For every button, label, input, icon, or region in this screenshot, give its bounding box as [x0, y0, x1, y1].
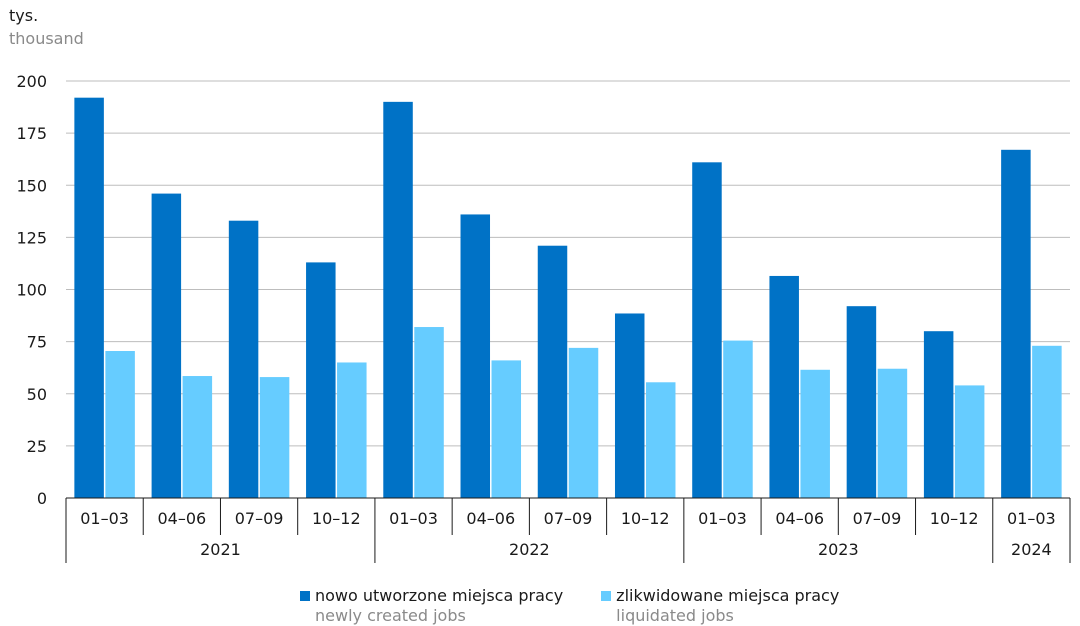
- gridlines: [66, 80, 1070, 447]
- y-tick-label-200: 200: [16, 72, 47, 91]
- bar-newly-created-3: [306, 262, 336, 498]
- bar-liquidated-10: [877, 368, 908, 498]
- y-tick-label-150: 150: [16, 176, 47, 195]
- legend: nowo utworzone miejsca pracy newly creat…: [300, 586, 839, 626]
- y-axis-ticks: 0 25 50 75 100 125 150 175 200: [16, 72, 47, 508]
- bars: [74, 97, 1062, 499]
- bar-liquidated-5: [491, 360, 522, 498]
- x-group-label-2023: 2023: [818, 540, 859, 559]
- y-tick-label-50: 50: [27, 385, 47, 404]
- bar-newly-created-1: [151, 193, 182, 498]
- x-group-label-2022: 2022: [509, 540, 550, 559]
- bar-newly-created-11: [923, 331, 954, 498]
- legend-swatch-liquidated: [601, 591, 612, 601]
- x-tick-label-1: 04–06: [157, 509, 206, 528]
- x-tick-label-4: 01–03: [389, 509, 438, 528]
- bar-newly-created-12: [1001, 149, 1031, 498]
- x-tick-label-5: 04–06: [466, 509, 515, 528]
- bar-newly-created-5: [460, 214, 491, 498]
- y-unit-label: tys.: [9, 6, 38, 25]
- bar-newly-created-0: [74, 97, 104, 499]
- bar-liquidated-3: [337, 362, 367, 498]
- bar-newly-created-4: [383, 101, 413, 498]
- y-tick-label-125: 125: [16, 228, 47, 247]
- x-tick-label-8: 01–03: [698, 509, 747, 528]
- x-tick-label-0: 01–03: [80, 509, 129, 528]
- bar-liquidated-8: [723, 340, 753, 498]
- x-tick-label-12: 01–03: [1007, 509, 1056, 528]
- x-group-label-2024: 2024: [1011, 540, 1052, 559]
- bar-newly-created-6: [537, 245, 568, 498]
- bar-liquidated-1: [182, 376, 213, 498]
- x-group-label-2021: 2021: [200, 540, 241, 559]
- y-tick-label-0: 0: [37, 489, 47, 508]
- y-unit-label-en: thousand: [9, 29, 84, 48]
- legend-label-newly-created-en: newly created jobs: [315, 606, 466, 625]
- bar-liquidated-7: [645, 382, 676, 498]
- legend-item-newly-created: nowo utworzone miejsca pracy newly creat…: [300, 586, 563, 626]
- bar-liquidated-9: [800, 369, 830, 498]
- y-tick-label-175: 175: [16, 124, 47, 143]
- bar-newly-created-10: [846, 306, 877, 498]
- x-tick-label-6: 07–09: [544, 509, 593, 528]
- bar-liquidated-6: [568, 347, 599, 498]
- x-tick-label-11: 10–12: [930, 509, 979, 528]
- x-axis: 01–03 04–06 07–09 10–12 01–03 04–06 07–09 10–12…: [65, 497, 1071, 563]
- legend-label-newly-created: nowo utworzone miejsca pracy: [315, 586, 564, 605]
- legend-item-liquidated: zlikwidowane miejsca pracy liquidated jo…: [601, 586, 839, 626]
- x-tick-label-2: 07–09: [235, 509, 284, 528]
- x-tick-label-7: 10–12: [621, 509, 670, 528]
- bar-newly-created-7: [614, 313, 645, 498]
- x-tick-label-3: 10–12: [312, 509, 361, 528]
- bar-newly-created-8: [692, 162, 722, 498]
- bar-liquidated-12: [1032, 345, 1062, 498]
- legend-label-liquidated: zlikwidowane miejsca pracy: [616, 586, 840, 605]
- bar-newly-created-2: [228, 220, 259, 498]
- bar-newly-created-9: [769, 275, 799, 498]
- x-tick-label-9: 04–06: [775, 509, 824, 528]
- x-tick-label-10: 07–09: [853, 509, 902, 528]
- bar-liquidated-0: [105, 351, 135, 498]
- y-tick-label-75: 75: [27, 333, 47, 352]
- bar-liquidated-11: [954, 385, 985, 498]
- y-tick-label-100: 100: [16, 281, 47, 300]
- y-tick-label-25: 25: [27, 437, 47, 456]
- legend-swatch-newly-created: [300, 591, 310, 601]
- legend-label-liquidated-en: liquidated jobs: [616, 606, 734, 625]
- bar-liquidated-2: [259, 377, 290, 498]
- bar-liquidated-4: [414, 327, 444, 498]
- bar-chart: tys. thousand 0 25 50 75 100 125 150 175 200 01–…: [9, 6, 1071, 563]
